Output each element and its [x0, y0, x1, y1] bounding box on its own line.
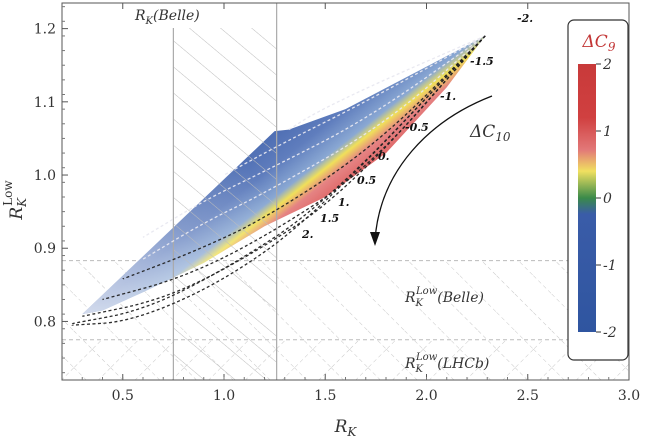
- label-rk-belle: RK(Belle)R_K(Belle): [134, 8, 200, 27]
- colorbar-box: [567, 19, 629, 361]
- contour-line: [82, 35, 486, 317]
- contour-label: 1.: [338, 196, 350, 209]
- x-tick-label: 0.5: [112, 388, 134, 404]
- x-tick-label: 2.0: [415, 388, 437, 404]
- y-tick-label: 0.9: [34, 241, 56, 257]
- contour-line: [142, 35, 486, 238]
- contour-label: 0.: [378, 150, 390, 163]
- contour-label: 0.5: [357, 174, 376, 187]
- x-tick-label: 1.5: [314, 388, 336, 404]
- x-tick-label: 2.5: [517, 388, 539, 404]
- colorbar-tick-label: 2: [602, 57, 612, 73]
- colorbar-tick-label: 0: [603, 191, 612, 207]
- label-rklow-lhcb: RKLow(LHCb)R_K^Low(LHCb): [404, 352, 489, 375]
- band-r-k-low-lhcb-: [62, 339, 629, 380]
- contour-line: [223, 35, 486, 176]
- contour-label: -1.5: [470, 55, 494, 68]
- x-tick-label: 3.0: [618, 388, 640, 404]
- colorbar-gradient: [578, 64, 596, 332]
- contour-label: -1.: [440, 90, 456, 103]
- contour-label: -2.: [517, 12, 533, 25]
- contour-label: 1.5: [320, 212, 339, 225]
- contour-label: 2.: [301, 228, 314, 241]
- colorbar-tick-label: 1: [603, 124, 612, 140]
- x-axis-label: RK: [334, 417, 358, 439]
- delta-c10-label: ΔC10: [469, 122, 511, 144]
- colorbar-legend: ΔC9 2 1 0 -1 -2: [567, 19, 629, 361]
- contour-line: [142, 35, 486, 260]
- svg-text:RKLow: RKLow: [1, 180, 29, 221]
- y-tick-label: 1.1: [34, 95, 56, 111]
- y-tick-label: 0.8: [34, 314, 56, 330]
- contour-label: -0.5: [405, 121, 429, 134]
- y-tick-label: 1.0: [34, 168, 56, 184]
- colorbar-tick-label: -1: [603, 258, 617, 274]
- contour-line: [122, 35, 486, 280]
- y-tick-label: 1.2: [34, 22, 56, 38]
- band-rk-belle: [173, 28, 277, 380]
- contour-line: [288, 35, 486, 131]
- y-axis-label: RKLow: [1, 180, 29, 221]
- colorbar-title: ΔC9: [582, 32, 616, 54]
- colorbar-tick-label: -2: [603, 325, 617, 341]
- x-tick-label: 1.0: [213, 388, 235, 404]
- label-rklow-belle: RKLow(Belle)R_K^Low(Belle): [404, 286, 484, 309]
